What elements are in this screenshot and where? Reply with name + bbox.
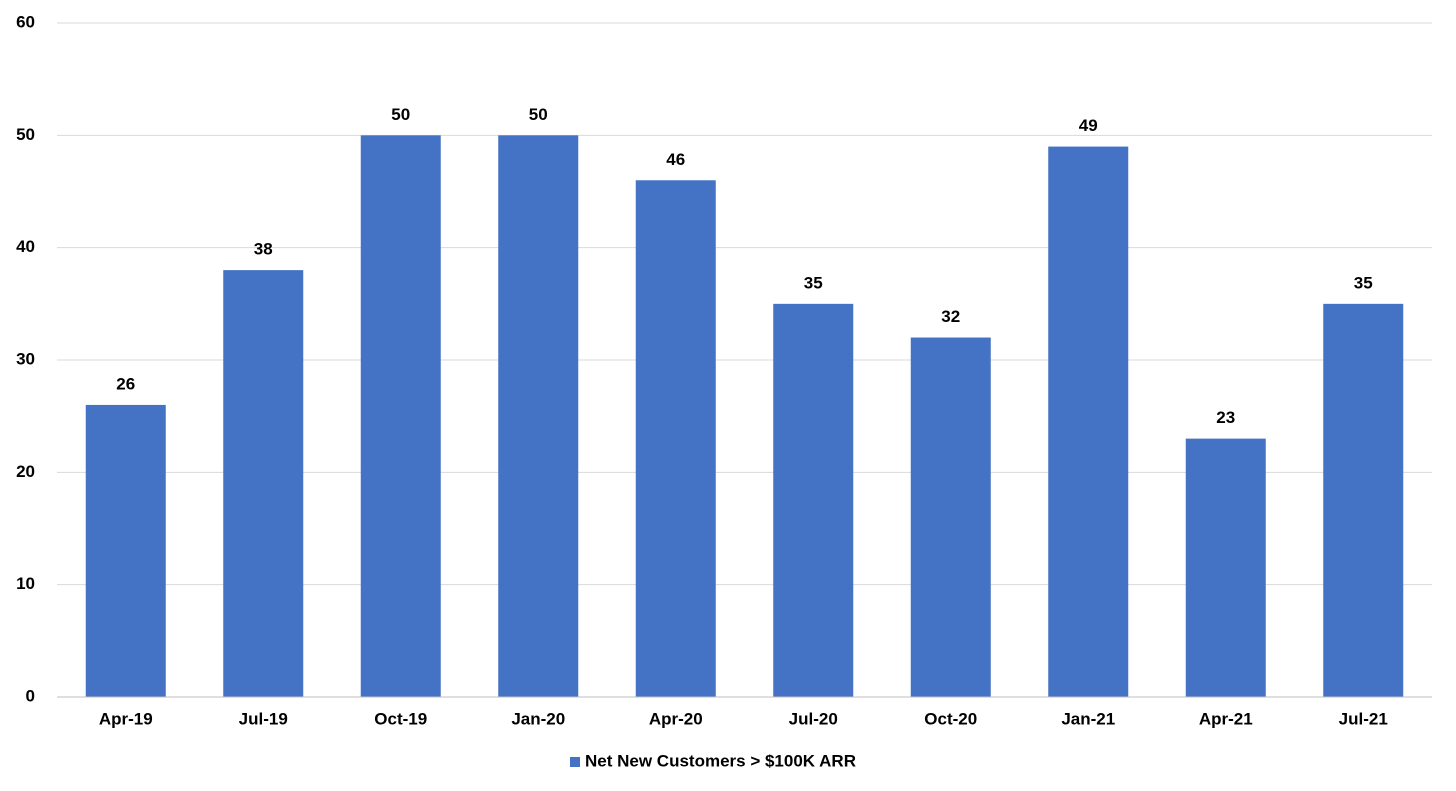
x-tick-label: Apr-19 (99, 709, 153, 728)
x-tick-label: Oct-20 (924, 709, 977, 728)
data-label: 35 (804, 273, 823, 292)
legend-label: Net New Customers > $100K ARR (585, 751, 856, 770)
data-label: 32 (941, 307, 960, 326)
bar (360, 135, 441, 698)
x-tick-label: Jan-21 (1061, 709, 1115, 728)
y-tick-label: 10 (16, 574, 35, 593)
bar (498, 135, 579, 698)
data-label: 35 (1354, 273, 1373, 292)
bar (773, 303, 854, 697)
y-tick-label: 30 (16, 349, 35, 368)
y-tick-label: 40 (16, 237, 35, 256)
y-tick-label: 0 (26, 686, 35, 705)
bar (1323, 303, 1404, 697)
x-tick-label: Oct-19 (374, 709, 427, 728)
y-tick-label: 20 (16, 462, 35, 481)
x-tick-label: Jan-20 (511, 709, 565, 728)
legend-swatch (570, 757, 580, 767)
x-tick-label: Jul-19 (239, 709, 288, 728)
data-label: 23 (1216, 408, 1235, 427)
x-tick-label: Jul-20 (789, 709, 838, 728)
y-tick-label: 50 (16, 125, 35, 144)
bar (1048, 146, 1129, 698)
bar (223, 270, 304, 697)
data-label: 26 (116, 374, 135, 393)
y-tick-label: 60 (16, 12, 35, 31)
bar (85, 404, 166, 697)
data-label: 38 (254, 240, 273, 259)
bar (910, 337, 991, 697)
data-label: 49 (1079, 116, 1098, 135)
bar (635, 180, 716, 697)
data-label: 46 (666, 150, 685, 169)
data-label: 50 (391, 105, 410, 124)
x-tick-label: Jul-21 (1339, 709, 1388, 728)
data-label: 50 (529, 105, 548, 124)
bar (1185, 438, 1266, 697)
x-tick-label: Apr-21 (1199, 709, 1253, 728)
x-tick-label: Apr-20 (649, 709, 703, 728)
